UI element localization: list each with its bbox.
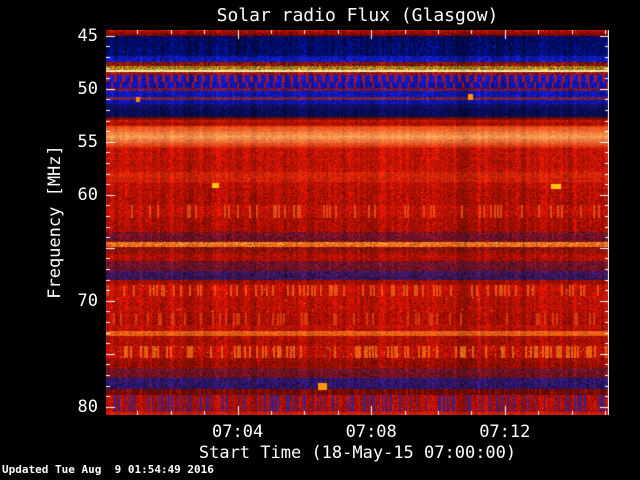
x-tick-label: 07:04: [212, 422, 264, 442]
y-axis-label: Frequency [MHz]: [45, 145, 65, 299]
y-tick-label: 45: [77, 25, 98, 46]
y-tick-label: 55: [77, 131, 98, 152]
spectrogram-heatmap: [106, 30, 609, 415]
updated-timestamp: Updated Tue Aug 9 01:54:49 2016: [2, 463, 214, 476]
y-tick-label: 50: [77, 78, 98, 99]
y-tick-label: 70: [77, 290, 98, 311]
y-tick-label: 80: [77, 396, 98, 417]
x-axis-label: Start Time (18-May-15 07:00:00): [198, 443, 517, 463]
chart-title: Solar radio Flux (Glasgow): [216, 5, 499, 26]
y-tick-label: 60: [77, 184, 98, 205]
x-tick-label: 07:08: [345, 422, 397, 442]
x-tick-label: 07:12: [479, 422, 531, 442]
